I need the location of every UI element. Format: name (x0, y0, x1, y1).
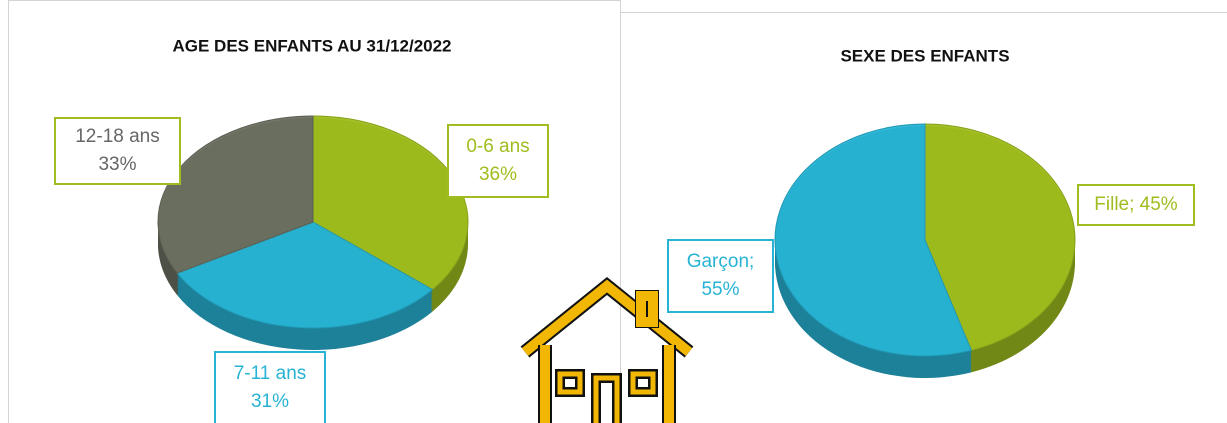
chart-title: SEXE DES ENFANTS (840, 46, 1009, 65)
data-label: Fille; 45% (1094, 194, 1178, 215)
data-label: 33% (98, 154, 136, 175)
data-label-category: 0-6 ans (466, 136, 529, 157)
pies: 0-6 ans 36% 7-11 ans 31% 12-18 ans 33% Fille; … (54, 115, 1195, 423)
label-box (1077, 184, 1195, 226)
pie-slice (924, 123, 1076, 351)
data-label-category: 7-11 ans (234, 363, 307, 384)
house-icon (520, 277, 694, 423)
label-box (54, 117, 181, 185)
data-label-category: 12-18 ans (75, 126, 160, 147)
chart-title: AGE DES ENFANTS AU 31/12/2022 (172, 36, 451, 55)
data-label: Garçon; 55% (687, 251, 755, 300)
pie-slice (774, 123, 973, 357)
label-box (214, 351, 326, 423)
data-label: 36% (479, 164, 517, 185)
pie-slice (176, 221, 434, 329)
label-box (447, 124, 549, 198)
label-box (667, 239, 774, 313)
data-label: 31% (251, 391, 289, 412)
